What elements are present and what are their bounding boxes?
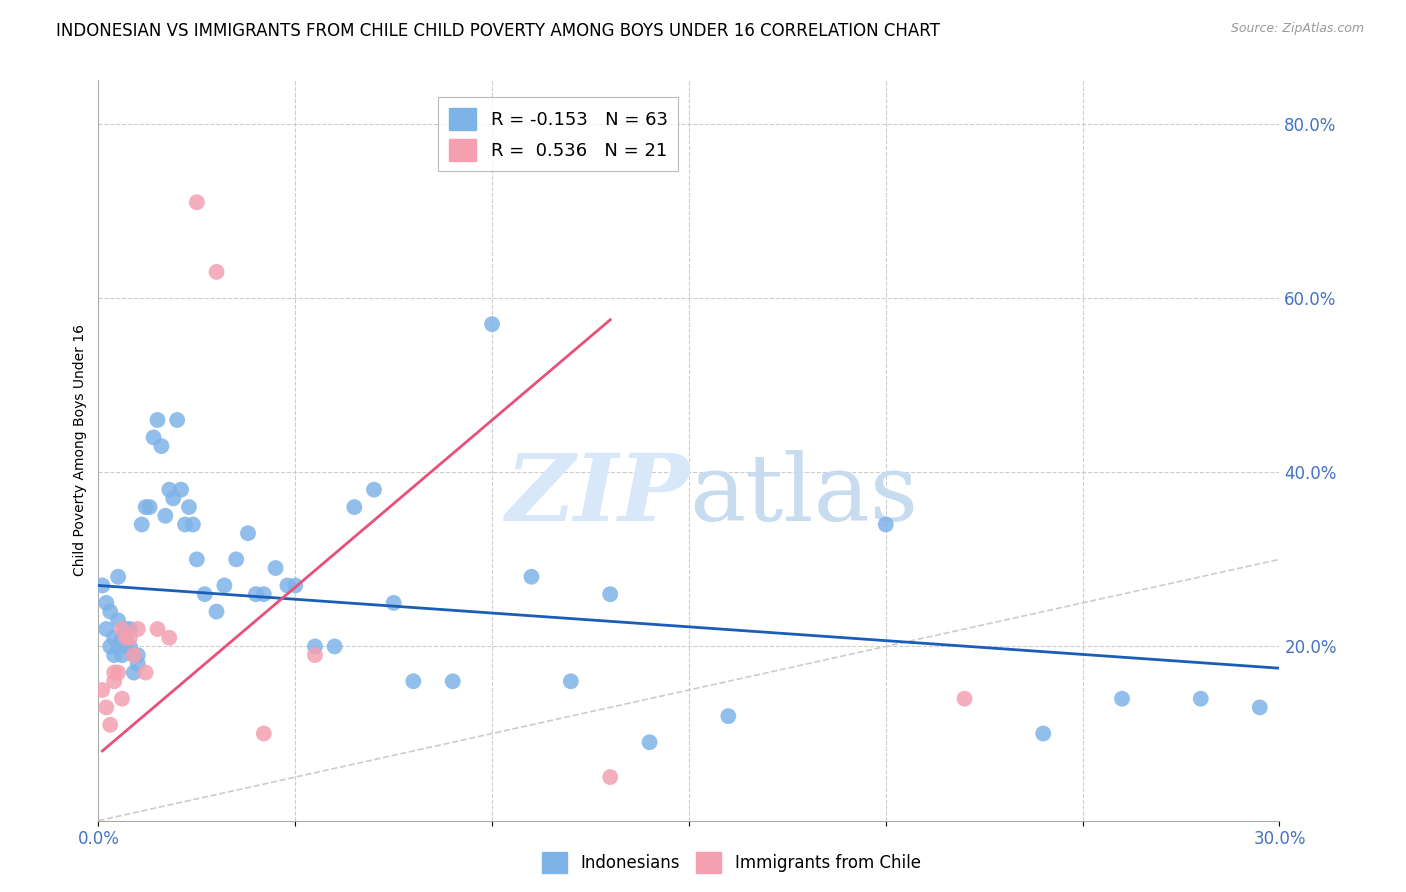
Point (363, 483, 385, 497)
Point (304, 648, 326, 662)
Point (284, 578, 307, 592)
Point (264, 561, 287, 575)
Point (276, 578, 298, 592)
Point (155, 508, 177, 523)
Point (402, 674, 425, 689)
Point (194, 587, 217, 601)
Point (122, 648, 145, 662)
Point (96, 622, 118, 636)
Point (107, 640, 129, 654)
Point (122, 648, 145, 662)
Point (111, 648, 134, 662)
Point (599, 770, 621, 784)
Point (103, 648, 125, 662)
Point (717, 709, 740, 723)
Point (115, 640, 138, 654)
Point (1032, 726, 1054, 740)
Point (599, 587, 621, 601)
Point (181, 517, 204, 532)
Point (96, 596, 118, 610)
Point (103, 674, 125, 689)
Point (115, 631, 138, 645)
Text: atlas: atlas (689, 450, 918, 540)
Point (142, 430, 165, 444)
Point (118, 631, 141, 645)
Point (162, 491, 184, 506)
Point (170, 483, 193, 497)
Point (186, 195, 208, 210)
Point (146, 413, 169, 427)
Point (131, 517, 153, 532)
Point (91, 683, 114, 698)
Point (98, 605, 121, 619)
Point (225, 552, 247, 566)
Point (91, 578, 114, 592)
Point (127, 657, 149, 671)
Point (481, 317, 503, 331)
Point (111, 691, 134, 706)
Point (323, 640, 346, 654)
Point (107, 613, 129, 627)
Point (103, 631, 125, 645)
Point (1111, 691, 1133, 706)
Point (111, 622, 134, 636)
Point (127, 648, 149, 662)
Point (157, 483, 180, 497)
Point (214, 578, 236, 592)
Point (1189, 691, 1212, 706)
Point (127, 622, 149, 636)
Point (253, 726, 276, 740)
Point (118, 622, 141, 636)
Point (236, 526, 259, 541)
Point (186, 552, 208, 566)
Text: ZIP: ZIP (505, 450, 689, 540)
Point (96, 700, 118, 714)
Point (135, 665, 157, 680)
Point (138, 500, 160, 514)
Text: Source: ZipAtlas.com: Source: ZipAtlas.com (1230, 22, 1364, 36)
Point (875, 517, 897, 532)
Point (382, 596, 405, 610)
Point (166, 413, 188, 427)
Point (560, 674, 582, 689)
Legend: Indonesians, Immigrants from Chile: Indonesians, Immigrants from Chile (536, 846, 927, 880)
Point (122, 665, 145, 680)
Point (205, 605, 228, 619)
Point (953, 691, 976, 706)
Point (107, 665, 129, 680)
Point (146, 622, 169, 636)
Point (150, 439, 173, 453)
Point (343, 500, 366, 514)
Point (1249, 700, 1271, 714)
Point (157, 631, 180, 645)
Legend: R = -0.153   N = 63, R =  0.536   N = 21: R = -0.153 N = 63, R = 0.536 N = 21 (439, 96, 678, 171)
Point (103, 665, 125, 680)
Point (205, 265, 228, 279)
Point (98, 718, 121, 732)
Point (118, 640, 141, 654)
Point (135, 500, 157, 514)
Point (304, 640, 326, 654)
Point (441, 674, 464, 689)
Point (111, 631, 134, 645)
Point (520, 570, 543, 584)
Point (638, 735, 661, 749)
Point (177, 500, 200, 514)
Text: INDONESIAN VS IMMIGRANTS FROM CHILE CHILD POVERTY AMONG BOYS UNDER 16 CORRELATIO: INDONESIAN VS IMMIGRANTS FROM CHILE CHIL… (56, 22, 941, 40)
Point (98, 640, 121, 654)
Point (245, 587, 267, 601)
Point (107, 570, 129, 584)
Point (115, 622, 138, 636)
Point (253, 587, 276, 601)
Point (174, 517, 197, 532)
Y-axis label: Child Poverty Among Boys Under 16: Child Poverty Among Boys Under 16 (73, 325, 87, 576)
